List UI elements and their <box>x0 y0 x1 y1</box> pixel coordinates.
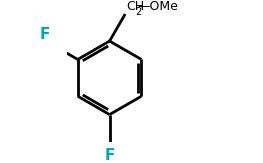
Text: —OMe: —OMe <box>138 0 179 13</box>
Text: F: F <box>104 148 115 163</box>
Text: F: F <box>40 27 50 42</box>
Text: CH: CH <box>126 0 144 13</box>
Text: 2: 2 <box>135 7 141 17</box>
